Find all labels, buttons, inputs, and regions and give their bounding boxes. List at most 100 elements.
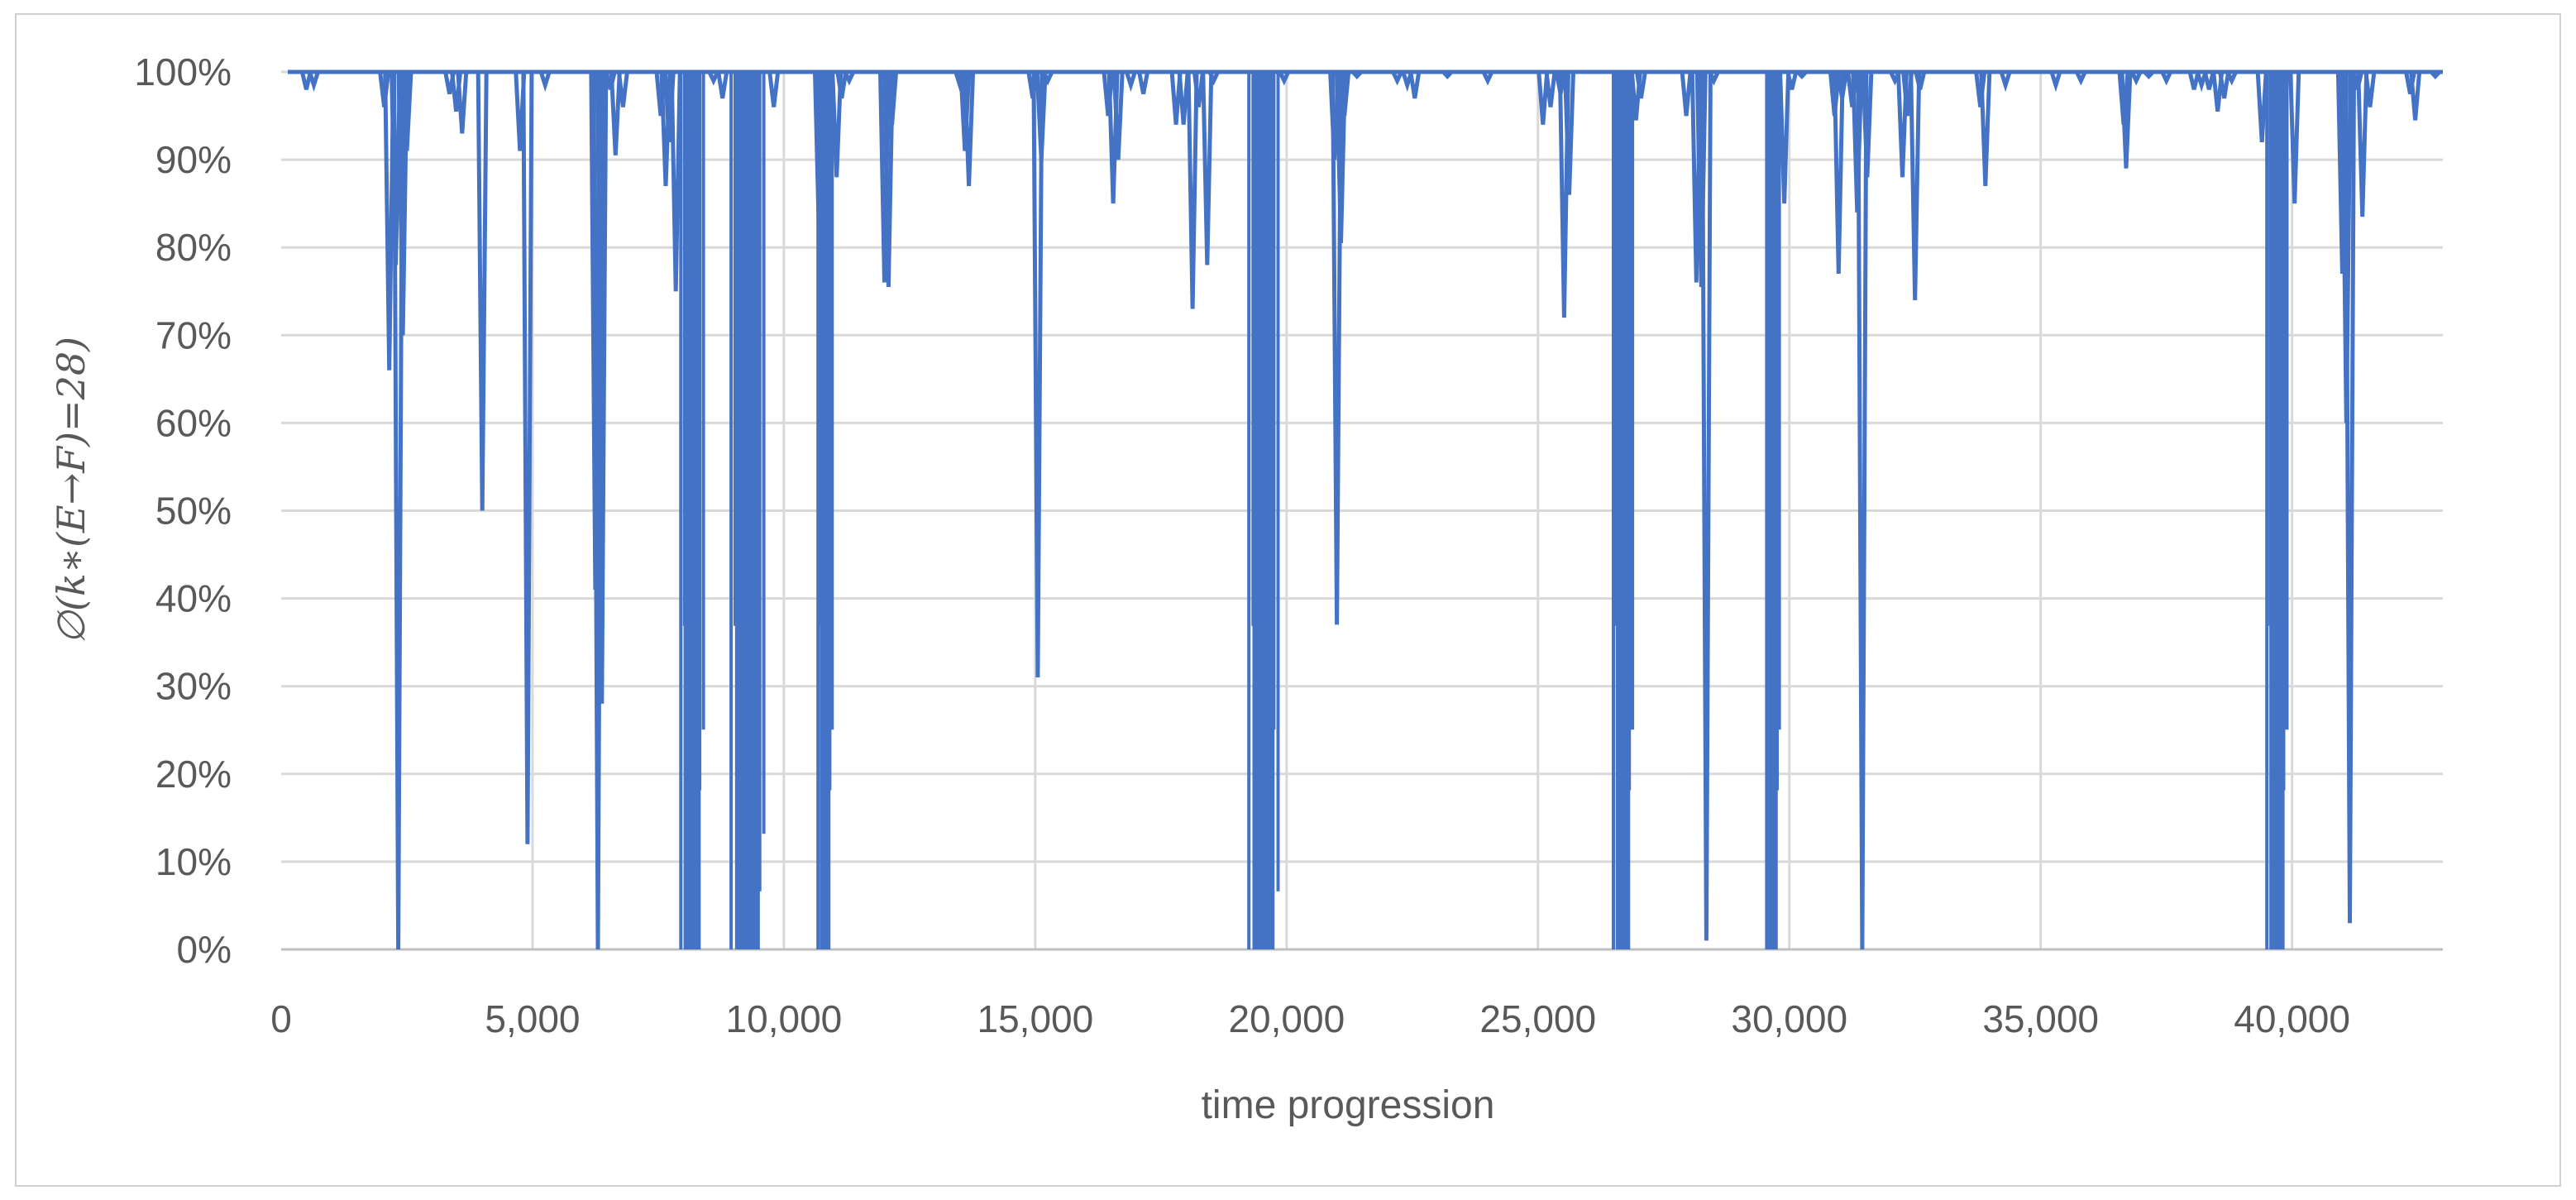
series-dip [2120,71,2133,169]
series-dip [1634,71,1647,99]
series-dip [1331,71,1344,625]
x-tick-label: 20,000 [1228,997,1345,1040]
y-tick-label: 80% [155,226,232,269]
series-dip [1335,71,1347,243]
series-dip [886,71,899,125]
series-dip [830,71,844,178]
y-tick-label: 100% [134,50,232,93]
series-dip [1278,70,1291,86]
series-dip [392,71,405,950]
series-dip [716,71,729,99]
series-dip [1832,71,1845,275]
series-dip [299,71,313,90]
series-dip [538,71,552,93]
series-dip [1699,71,1713,941]
series-dip [669,71,682,292]
series-dip [2129,70,2143,86]
series-dip [2288,71,2301,204]
y-axis-title: ∅(k∗(E→F)=28) [49,337,93,644]
series-dip [2344,71,2356,924]
series-dip [882,71,895,287]
series-dip [2409,71,2422,121]
x-tick-label: 10,000 [726,997,843,1040]
series-dip [1041,70,1054,86]
series-dip [1680,71,1693,117]
series-dip [1408,71,1422,99]
y-tick-label: 20% [155,753,232,796]
x-tick-label: 35,000 [1982,997,2099,1040]
x-tick-label: 0 [270,997,292,1040]
series-dip [963,71,976,186]
series-dip [835,71,848,99]
series-dip [2356,71,2369,218]
chart-frame [15,13,2561,1187]
x-axis-title: time progression [1202,1083,1495,1127]
dense-band-spikes [2265,72,2289,949]
series-dip [2075,70,2087,86]
series-dip [1125,71,1137,93]
series-dip [616,71,629,108]
series-dip [1201,71,1214,265]
series-dip [456,71,469,134]
series-dip [400,71,413,151]
series-dip [1856,71,1869,950]
series-dip [595,71,609,704]
series-dip [707,70,720,86]
series-line [288,69,2443,950]
x-tick-label: 15,000 [977,997,1094,1040]
dense-band-spikes [1765,72,1781,949]
series-dip [813,71,825,239]
series-dip [1778,71,1791,204]
series-dip [609,71,622,155]
series-dip [1137,71,1150,94]
y-tick-label: 60% [155,401,232,444]
y-tick-label: 10% [155,840,232,883]
series-dip [2202,71,2215,90]
series-dip [1544,71,1557,108]
dense-band-spikes [1612,72,1635,949]
y-tick-label: 0% [177,928,232,971]
series-dip [2049,71,2062,93]
series-dip [308,71,320,93]
series-dip [1481,70,1494,86]
series-dip [1999,71,2012,93]
x-tick-label: 25,000 [1479,997,1596,1040]
series-dip [2218,71,2231,99]
series-dip [1338,71,1351,117]
series-dip [396,71,409,336]
series-dip [1708,70,1720,86]
series-dip [2363,71,2377,108]
series-dip [1207,70,1220,86]
series-dip [1909,71,1922,300]
series-dip [1186,71,1199,309]
series-dip [2160,70,2172,86]
x-tick-label: 5,000 [485,997,580,1040]
series-dip [1177,71,1190,125]
y-tick-label: 40% [155,577,232,620]
series-dip [2225,70,2238,86]
dense-band-spikes [679,72,705,949]
series-dip [2255,71,2268,143]
series-dip [1537,71,1550,125]
y-tick-label: 70% [155,313,232,356]
dense-band-spikes [816,72,834,949]
series-dip [521,71,534,844]
dense-band-spikes [729,72,766,949]
y-tick-label: 30% [155,665,232,708]
series-dip [1563,71,1575,195]
x-tick-label: 30,000 [1731,997,1847,1040]
series-dip [2187,71,2201,90]
series-dip [1785,71,1799,90]
x-tick-label: 40,000 [2234,997,2350,1040]
series-dip [1391,70,1403,86]
y-tick-label: 90% [155,138,232,181]
series-dip [1861,71,1874,178]
series-dip [1979,71,1992,186]
series-dip [1914,71,1927,90]
series-dip [767,71,781,108]
x-tick-labels: 0 5,000 10,000 15,000 20,000 25,000 30,000 35,0… [270,997,2350,1040]
series-dip [843,70,856,86]
series-dip [1111,71,1125,160]
series-dip [476,71,489,511]
